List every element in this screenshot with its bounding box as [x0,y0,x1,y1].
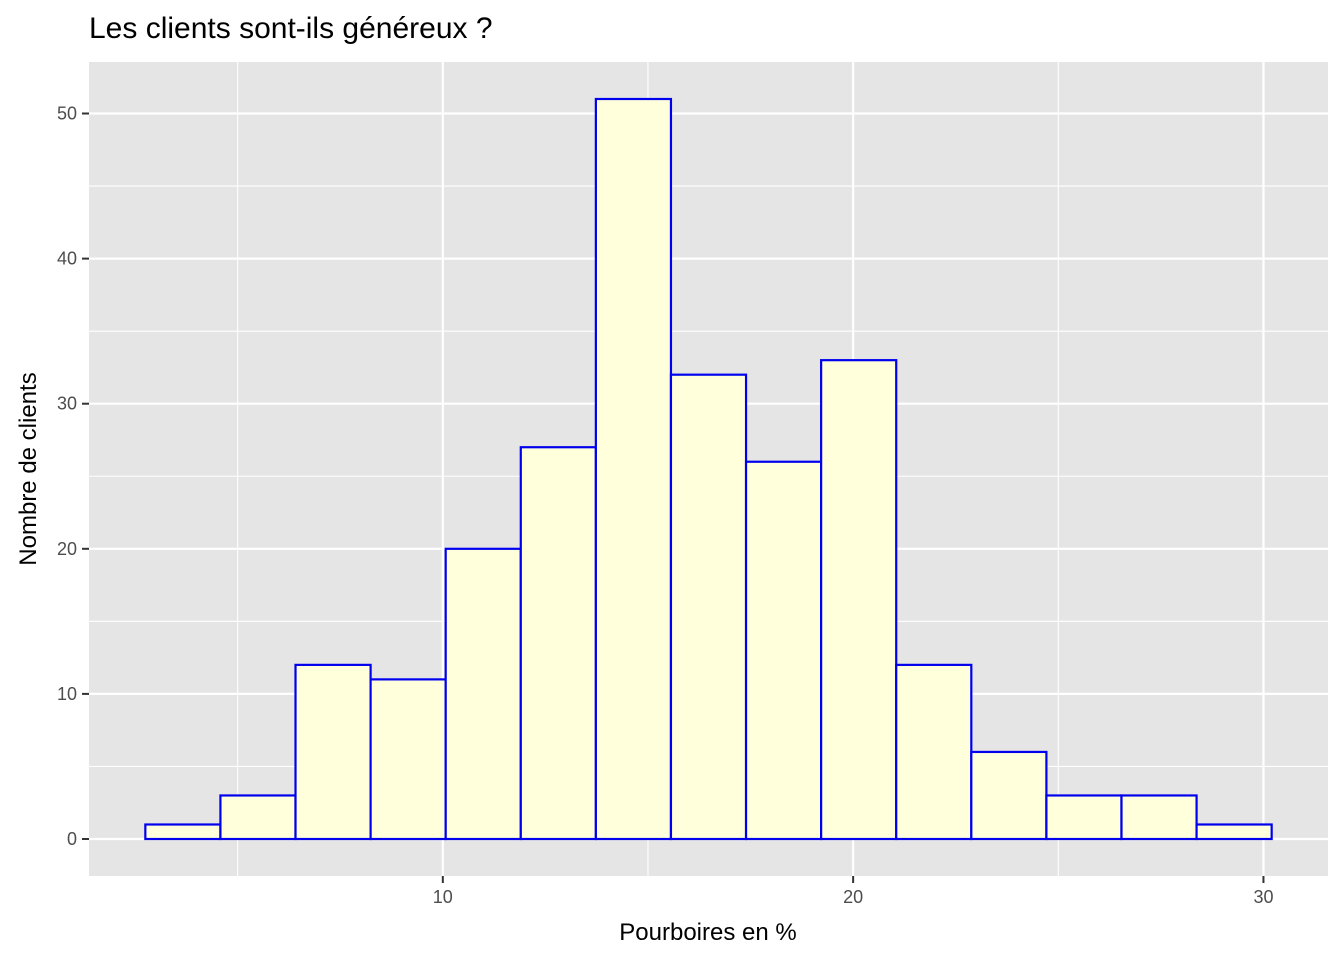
y-axis: 0 10 20 30 40 50 [57,104,89,849]
y-tick-label: 10 [57,684,77,704]
histogram-bar [669,373,748,841]
x-axis: 10 20 30 [433,876,1273,907]
histogram-bar [594,97,673,841]
histogram-bar [219,794,297,841]
histogram-bar [895,663,973,841]
chart-title: Les clients sont-ils généreux ? [89,12,493,45]
histogram-bar [519,446,597,841]
histogram-bar [1195,823,1273,841]
y-tick-label: 30 [57,394,77,414]
y-tick-label: 0 [67,829,77,849]
x-tick-label: 20 [843,887,863,907]
x-tick-label: 10 [433,887,453,907]
y-tick-label: 50 [57,104,77,124]
histogram-bar [369,678,447,841]
y-tick-label: 20 [57,539,77,559]
histogram-bars [144,97,1273,841]
y-axis-title: Nombre de clients [15,372,42,565]
y-tick-label: 40 [57,249,77,269]
histogram-bar [820,359,898,841]
histogram-bar [144,823,222,841]
histogram-bar [744,460,823,841]
histogram-bar [1045,794,1123,841]
histogram-bar [444,547,522,841]
histogram-bar [970,750,1048,841]
histogram-bar [1120,794,1198,841]
x-axis-title: Pourboires en % [619,919,796,946]
histogram-bar [294,663,372,841]
x-tick-label: 30 [1253,887,1273,907]
